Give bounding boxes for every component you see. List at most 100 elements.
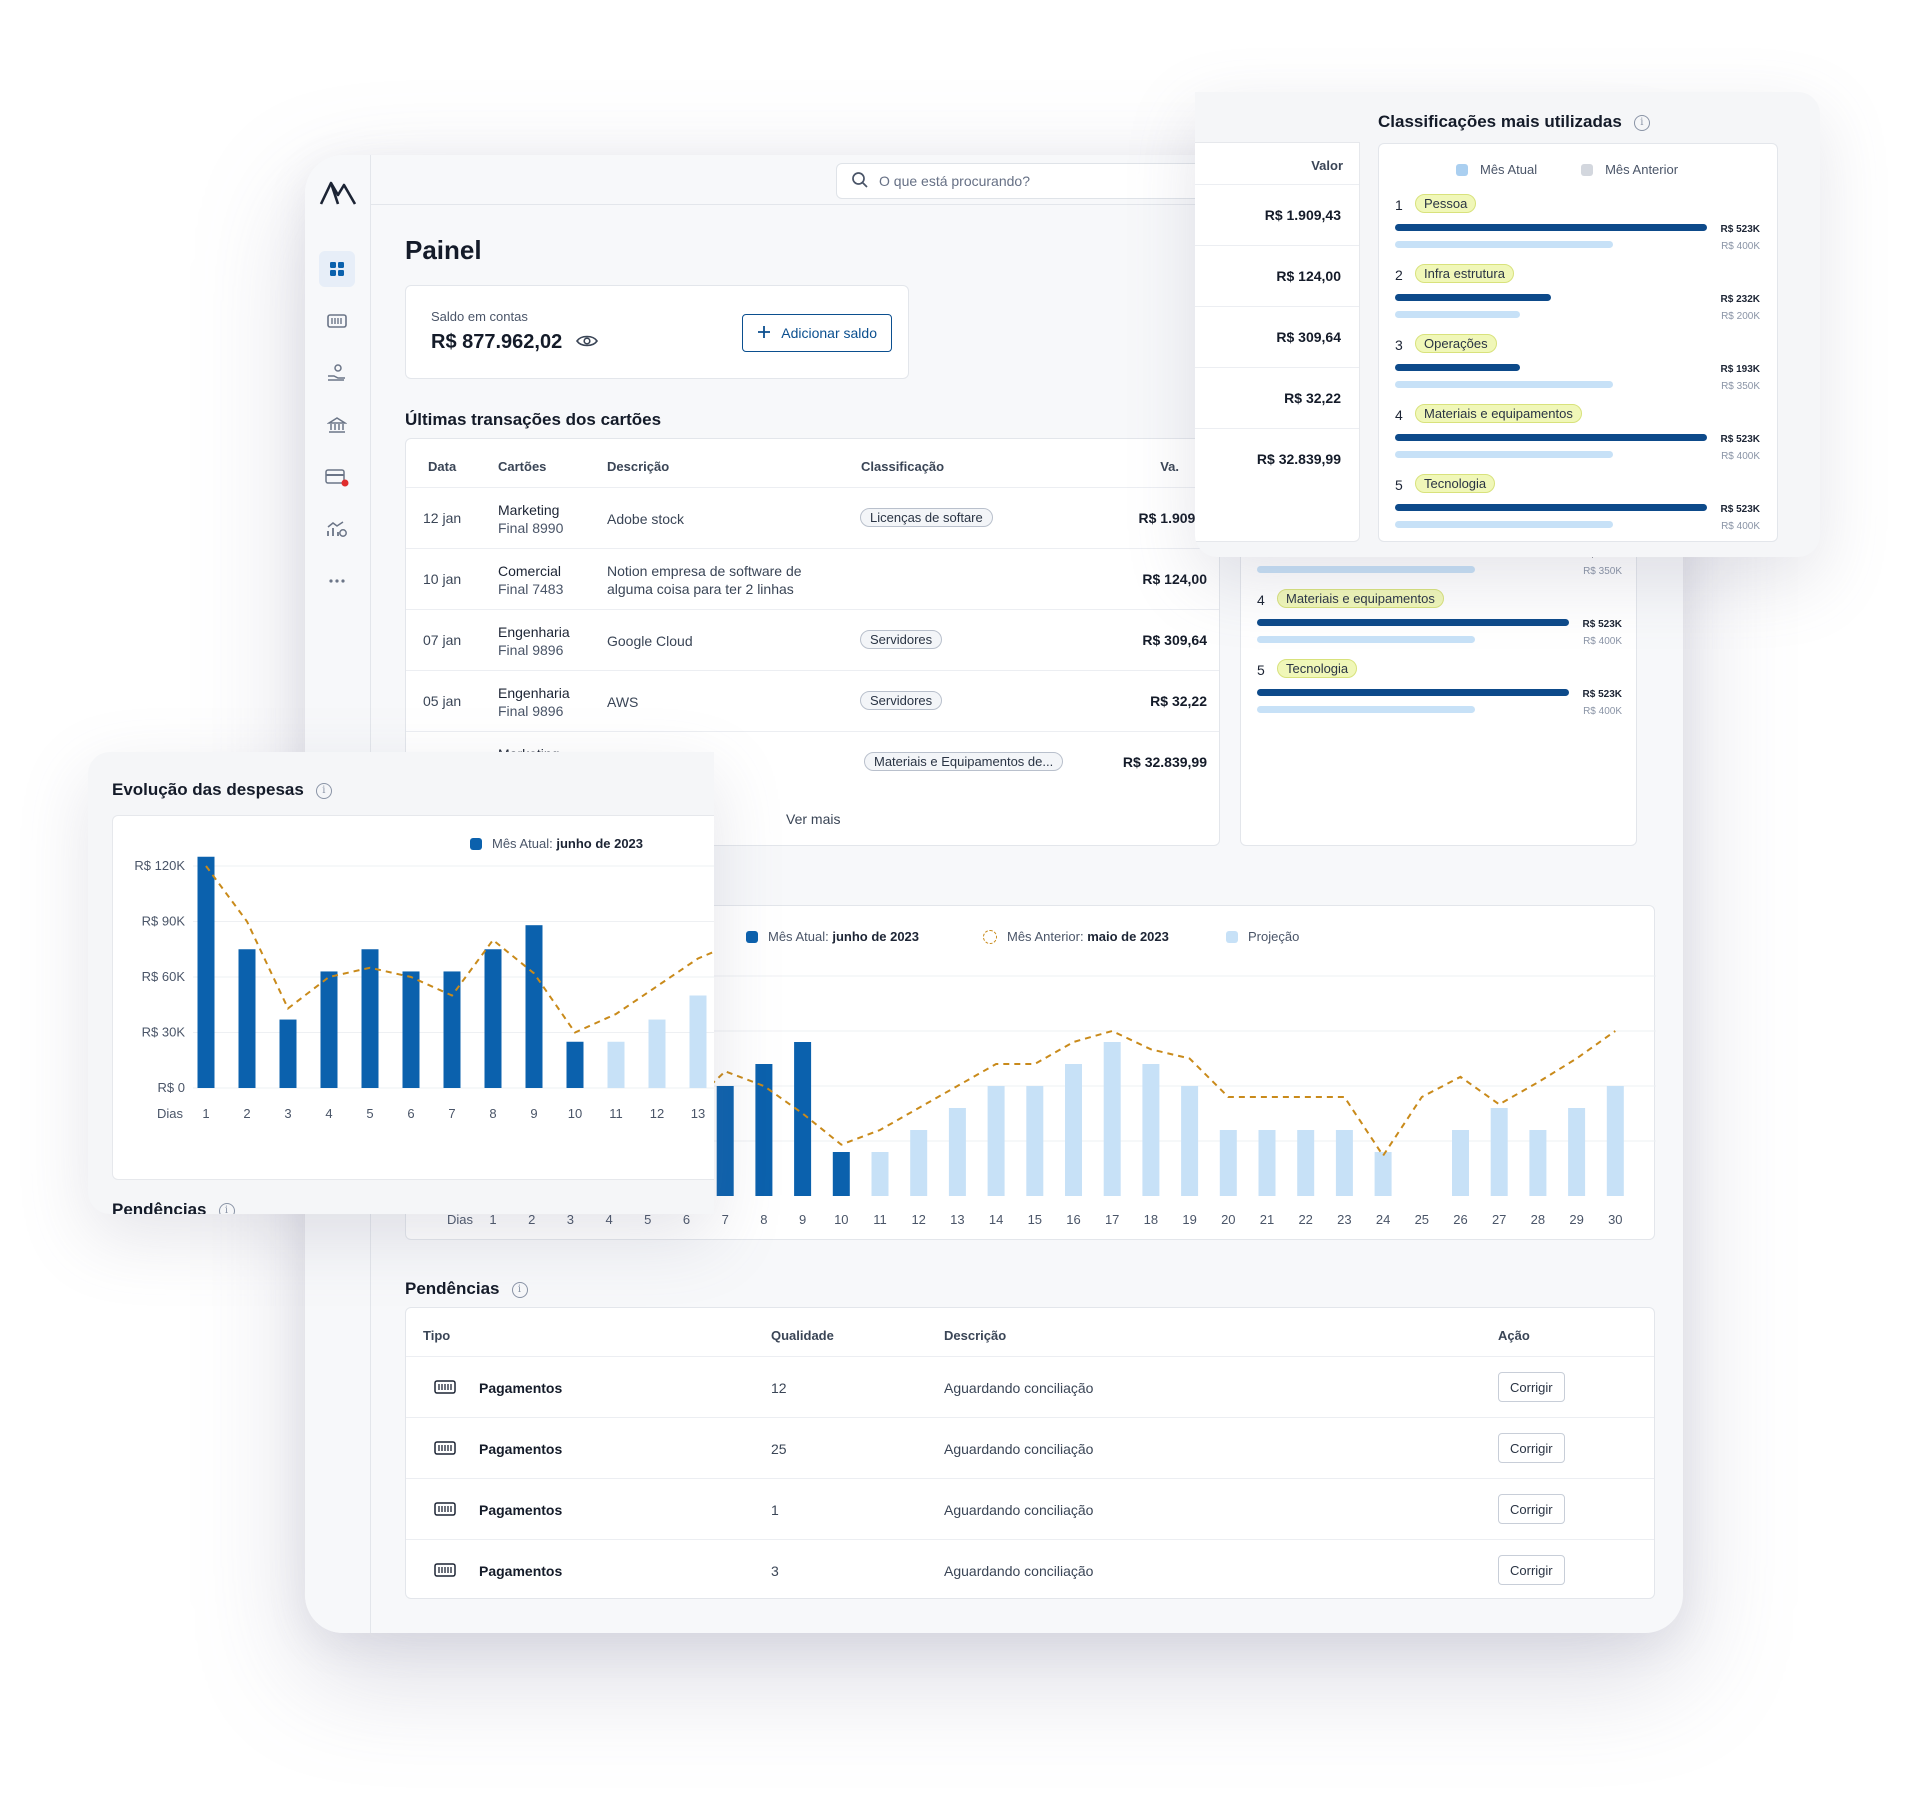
search-input[interactable]: O que está procurando? [836, 163, 1216, 199]
tx-classification-tag[interactable]: Licenças de softare [860, 508, 993, 527]
current-month-bar [1395, 224, 1707, 231]
y-tick-label: R$ 30K [142, 1025, 186, 1040]
info-icon[interactable]: i [1633, 114, 1650, 131]
info-icon[interactable]: i [315, 782, 332, 799]
value-row: R$ 32.839,99 [1195, 428, 1359, 489]
tx-classification-tag[interactable]: Materiais e Equipamentos de... [864, 752, 1064, 771]
col-header-description: Descrição [607, 459, 670, 474]
classification-item[interactable]: 2 Infra estrutura R$ 232K R$ 200K [1395, 264, 1760, 330]
see-more-link[interactable]: Ver mais [786, 811, 841, 827]
x-tick-label: 10 [834, 1212, 848, 1227]
x-tick-label: 13 [950, 1212, 964, 1227]
tx-description: Notion empresa de software de alguma coi… [607, 563, 802, 597]
previous-month-value: R$ 350K [1583, 566, 1622, 577]
bar [1335, 1130, 1353, 1196]
classification-item[interactable]: 5 Tecnologia R$ 523K R$ 400K [1395, 474, 1760, 540]
classification-item[interactable]: 1 Pessoa R$ 523K R$ 400K [1395, 194, 1760, 260]
info-icon[interactable]: i [511, 1281, 528, 1298]
bar [1103, 1042, 1121, 1196]
classification-item[interactable]: 3 Operações R$ 193K R$ 350K [1395, 334, 1760, 400]
current-month-value: R$ 523K [1582, 689, 1622, 700]
classification-item[interactable]: 5 Tecnologia R$ 523K R$ 400K [1257, 659, 1622, 725]
evolution-chart-zoom-card: Mês Atual: junho de 2023 R$ 0 R$ 30K R$ 60… [112, 815, 714, 1180]
evolution-title: Evolução das despesas i [112, 780, 332, 800]
tx-classification-tag[interactable]: Servidores [860, 630, 943, 649]
fix-button[interactable]: Corrigir [1498, 1372, 1565, 1402]
tx-card: Comercial Final 7483 [498, 562, 563, 598]
logo-icon[interactable] [319, 177, 357, 212]
tx-card: Engenharia Final 9896 [498, 623, 570, 659]
table-row[interactable]: 05 jan Engenharia Final 9896 AWS Servidor… [406, 670, 1219, 730]
tx-card-final: Final 9896 [498, 703, 564, 719]
previous-month-bar [1257, 566, 1475, 573]
hand-coin-icon[interactable] [319, 355, 355, 391]
pending-description: Aguardando conciliação [944, 1441, 1094, 1457]
pending-table: Tipo Qualidade Descrição Ação Pagamentos… [405, 1307, 1655, 1599]
previous-month-line [685, 1029, 1616, 1158]
legend-previous-text: Mês Anterior: maio de 2023 [1007, 929, 1169, 944]
balance-value-wrap: R$ 877.962,02 [431, 331, 599, 354]
bar [1181, 1086, 1199, 1196]
analytics-icon[interactable] [319, 511, 355, 547]
current-month-value: R$ 523K [1582, 619, 1622, 630]
x-tick-label: 23 [1337, 1212, 1351, 1227]
balance-label: Saldo em contas [431, 309, 528, 324]
classification-rank: 4 [1395, 407, 1403, 423]
tx-card-final: Final 9896 [498, 642, 564, 658]
more-icon[interactable] [319, 563, 355, 599]
x-tick-label: 11 [873, 1212, 887, 1227]
pending-type: Pagamentos [479, 1441, 563, 1457]
legend-current: Mês Atual: junho de 2023 [746, 929, 919, 944]
classification-item[interactable]: 4 Materiais e equipamentos R$ 523K R$ 400K [1395, 404, 1760, 470]
fix-button[interactable]: Corrigir [1498, 1494, 1565, 1524]
credit-card-icon[interactable] [319, 459, 355, 495]
classifications-legend: Mês Atual Mês Anterior [1456, 162, 1678, 177]
barcode-icon [434, 1379, 456, 1398]
tx-classification-tag[interactable]: Servidores [860, 691, 943, 710]
tx-card-name: Comercial [498, 563, 562, 579]
evolution-float-card: Evolução das despesas i Mês Atual: junho … [88, 752, 714, 1214]
previous-month-value: R$ 400K [1583, 706, 1622, 717]
bar [566, 1041, 584, 1088]
col-header-action: Ação [1498, 1328, 1530, 1343]
y-tick-label: R$ 120K [134, 858, 185, 873]
classification-item[interactable]: 4 Materiais e equipamentos R$ 523K R$ 400K [1257, 589, 1622, 655]
previous-month-value: R$ 400K [1583, 636, 1622, 647]
legend-previous: Mês Anterior: maio de 2023 [983, 929, 1169, 944]
current-month-value: R$ 523K [1720, 224, 1760, 235]
add-balance-button[interactable]: Adicionar saldo [742, 314, 892, 352]
x-tick-label: 10 [568, 1106, 582, 1121]
fix-button[interactable]: Corrigir [1498, 1555, 1565, 1585]
dashboard-icon[interactable] [319, 251, 355, 287]
search-icon [851, 171, 869, 192]
bar [871, 1152, 889, 1196]
current-month-bar [1395, 504, 1707, 511]
value-row: R$ 309,64 [1195, 306, 1359, 367]
classification-rank: 5 [1395, 477, 1403, 493]
table-row[interactable]: Marketing Materiais e Equipamentos de...… [406, 731, 1219, 791]
value-cell: R$ 32,22 [1284, 390, 1341, 406]
classification-tag: Tecnologia [1277, 659, 1358, 678]
x-tick-label: 21 [1260, 1212, 1274, 1227]
barcode-icon[interactable] [319, 303, 355, 339]
x-axis-label: Dias [447, 1212, 474, 1227]
table-row[interactable]: 07 jan Engenharia Final 9896 Google Cloud… [406, 609, 1219, 669]
current-month-value: R$ 193K [1720, 364, 1760, 375]
classifications-title: Classificações mais utilizadas i [1378, 112, 1650, 132]
legend-current: Mês Atual [1456, 162, 1537, 177]
tx-value: R$ 124,00 [1142, 571, 1207, 587]
bar [832, 1152, 850, 1196]
x-tick-label: 6 [407, 1106, 414, 1121]
col-header-type: Tipo [423, 1328, 451, 1343]
table-row[interactable]: 10 jan Comercial Final 7483 Notion empres… [406, 548, 1219, 608]
classifications-card: Mês Atual Mês Anterior 1 Pessoa R$ 523K R$ … [1378, 143, 1778, 542]
bank-icon[interactable] [319, 407, 355, 443]
eye-icon[interactable] [576, 331, 599, 354]
fix-button[interactable]: Corrigir [1498, 1433, 1565, 1463]
x-tick-label: 20 [1221, 1212, 1235, 1227]
table-row[interactable]: 12 jan Marketing Final 8990 Adobe stock L… [406, 487, 1219, 547]
x-tick-label: 15 [1028, 1212, 1042, 1227]
pending-type: Pagamentos [479, 1380, 563, 1396]
x-tick-label: 12 [650, 1106, 664, 1121]
tx-card: Engenharia Final 9896 [498, 684, 570, 720]
